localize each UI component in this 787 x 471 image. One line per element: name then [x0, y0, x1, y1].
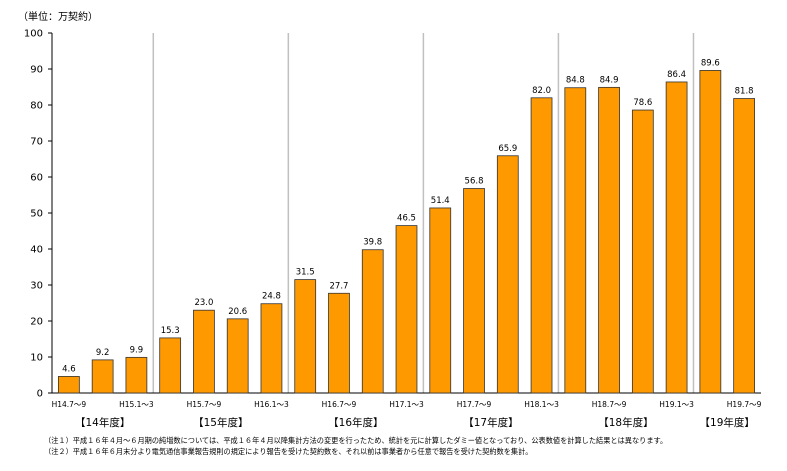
- unit-label: （単位：万契約）: [18, 12, 98, 23]
- x-tick-label: H15.1～3: [119, 400, 154, 409]
- fiscal-year-label: 【17年度】: [463, 416, 518, 429]
- footnote-1: （注１）平成１６年４月～６月期の純増数については、平成１６年４月以降集計方法の変…: [44, 436, 668, 445]
- bar: [564, 87, 587, 394]
- y-tick-label: 10: [30, 353, 43, 364]
- bar-value-label: 24.8: [262, 292, 281, 302]
- x-tick-label: H18.7～9: [592, 400, 627, 409]
- bar: [395, 225, 418, 394]
- x-tick-label: H14.7～9: [52, 400, 87, 409]
- y-tick-label: 30: [30, 281, 43, 292]
- bar-value-label: 82.0: [532, 86, 551, 96]
- y-tick-label: 80: [30, 101, 43, 112]
- x-tick-label: H19.7～9: [727, 400, 762, 409]
- bar-value-label: 84.9: [600, 75, 619, 85]
- bar-value-label: 20.6: [228, 307, 247, 317]
- bar: [294, 279, 317, 394]
- y-tick-label: 100: [24, 29, 43, 40]
- bar: [328, 292, 350, 394]
- bar: [361, 249, 384, 394]
- bar-value-label: 46.5: [397, 214, 416, 224]
- x-tick-label: H16.1～3: [254, 400, 289, 409]
- y-tick-label: 40: [30, 245, 43, 256]
- bar: [665, 81, 688, 394]
- y-tick-label: 50: [30, 209, 43, 220]
- bar-value-label: 27.7: [330, 281, 349, 291]
- x-tick-label: H17.7～9: [457, 400, 492, 409]
- bar-value-label: 4.6: [62, 364, 76, 374]
- bar-value-label: 51.4: [431, 196, 450, 206]
- bar-value-label: 84.8: [566, 76, 585, 86]
- bar: [496, 155, 519, 394]
- bar-value-label: 9.2: [96, 348, 110, 358]
- x-tick-label: H19.1～3: [659, 400, 694, 409]
- bar: [598, 86, 620, 394]
- y-tick-label: 0: [37, 389, 43, 400]
- bar-chart: 0 10 20 30 40 50 60 70 80 90 100 4.6 H14.7～9 9.2 9.9 H1…: [24, 29, 762, 430]
- bar-value-label: 31.5: [296, 268, 315, 278]
- y-tick-label: 90: [30, 65, 43, 76]
- x-tick-label: H17.1～3: [389, 400, 424, 409]
- bar: [699, 70, 722, 394]
- bar: [159, 337, 182, 394]
- footnote-2: （注２）平成１６年６月末分より電気通信事業報告規則の規定により報告を受けた契約数…: [44, 446, 533, 456]
- bar: [125, 356, 148, 394]
- x-tick-label: H18.1～3: [524, 400, 559, 409]
- fiscal-year-label: 【18年度】: [598, 416, 653, 429]
- bar-value-label: 23.0: [194, 298, 213, 308]
- fiscal-year-label: 【16年度】: [328, 416, 383, 429]
- bar: [429, 207, 452, 394]
- bar-value-label: 9.9: [130, 345, 144, 355]
- bar-value-label: 78.6: [633, 98, 652, 108]
- x-tick-label: H16.7～9: [322, 400, 357, 409]
- bar-value-label: 89.6: [701, 58, 720, 68]
- fiscal-year-label: 【15年度】: [193, 416, 248, 429]
- bar-value-label: 86.4: [667, 70, 686, 80]
- bar-value-label: 15.3: [161, 326, 180, 336]
- x-tick-label: H15.7～9: [187, 400, 222, 409]
- fiscal-year-label: 【14年度】: [75, 416, 130, 429]
- bar: [631, 109, 654, 394]
- footnotes: （注１）平成１６年４月～６月期の純増数については、平成１６年４月以降集計方法の変…: [44, 436, 784, 457]
- bar-value-label: 56.8: [465, 177, 484, 187]
- bar: [530, 97, 553, 394]
- bar-value-label: 39.8: [363, 238, 382, 248]
- bar: [193, 309, 215, 394]
- bar: [226, 318, 249, 394]
- bar-value-label: 81.8: [735, 87, 754, 97]
- y-tick-label: 60: [30, 173, 43, 184]
- bar-value-label: 65.9: [498, 144, 517, 154]
- bar: [463, 188, 485, 394]
- y-tick-label: 70: [30, 137, 43, 148]
- bar: [260, 303, 283, 394]
- y-tick-label: 20: [30, 317, 43, 328]
- fiscal-year-label: 【19年度】: [700, 416, 755, 429]
- bar: [58, 376, 80, 394]
- bar: [733, 98, 755, 394]
- bar: [91, 359, 114, 394]
